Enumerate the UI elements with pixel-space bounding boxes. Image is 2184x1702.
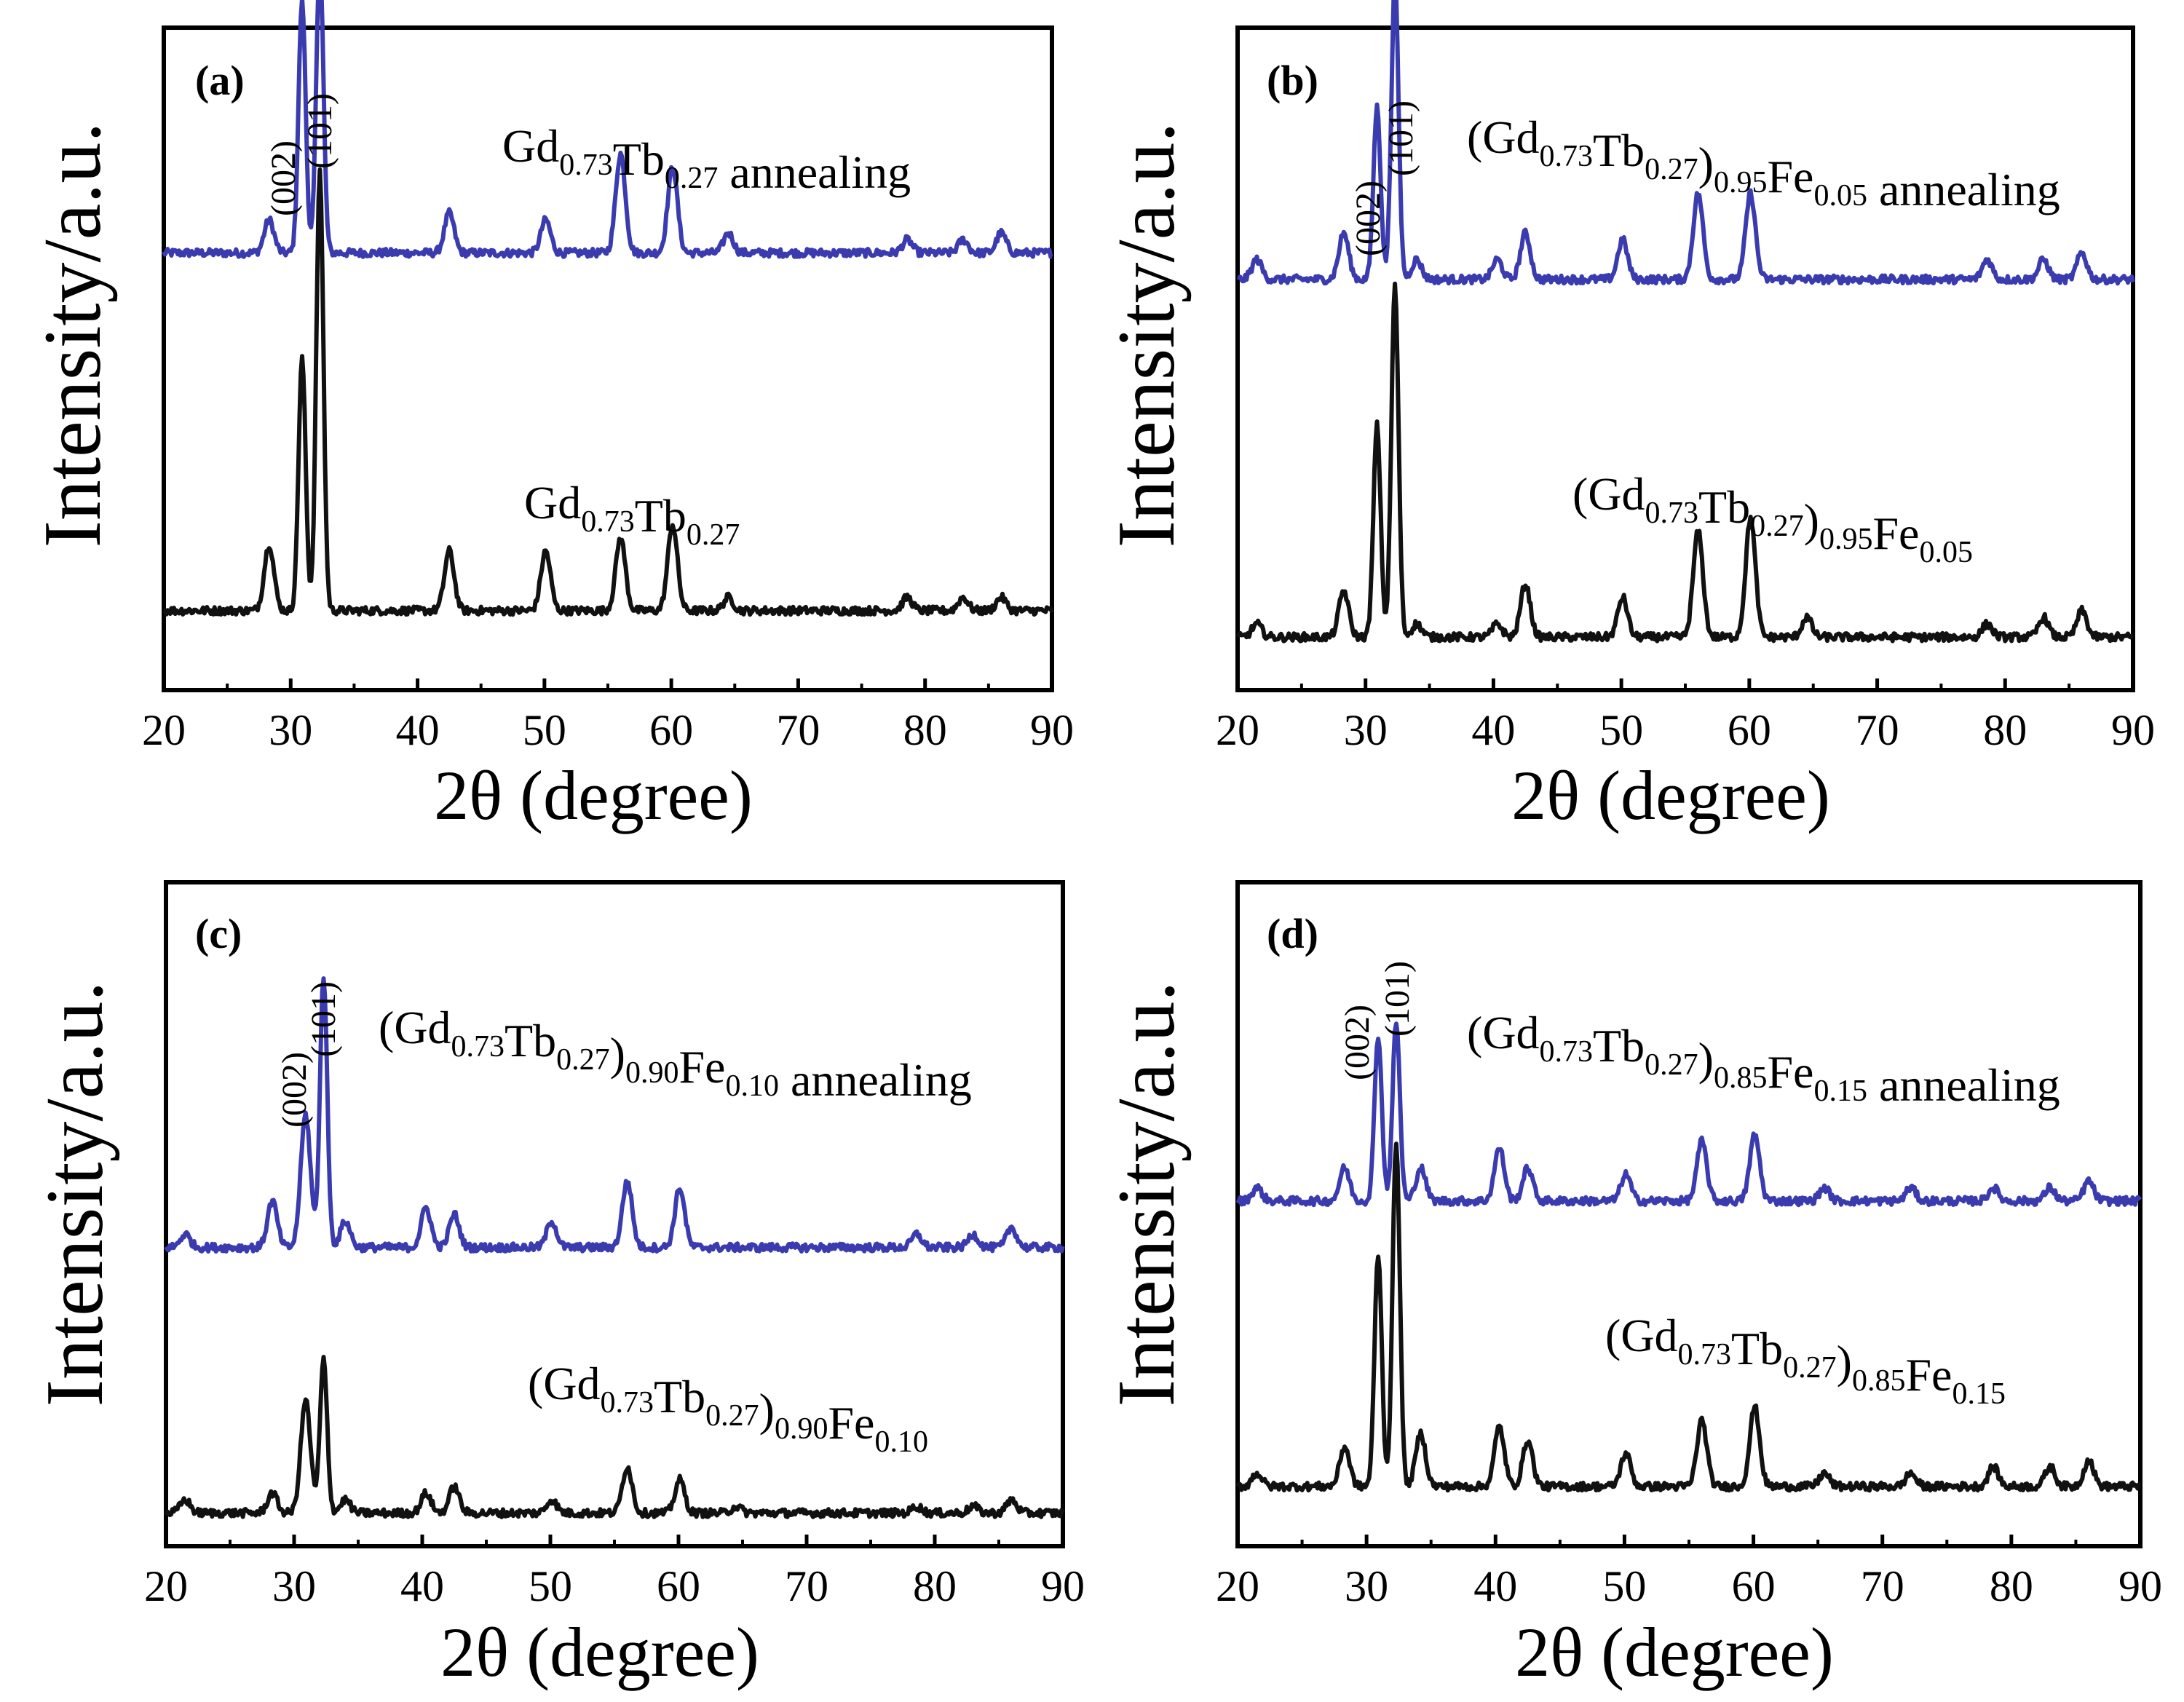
panel-b: 20 30 40 50 60 70 80 90 Intensity/a.u. 2θ (degree… <box>1101 0 2155 834</box>
x-tick-label: 60 <box>657 1562 700 1610</box>
x-tick-label: 30 <box>272 1562 316 1610</box>
x-axis-label: 2θ (degree) <box>1515 1613 1834 1691</box>
series-label-annealing: (Gd0.73Tb0.27)0.90Fe0.10 annealing <box>379 1002 972 1106</box>
x-tick-label: 60 <box>1732 1562 1776 1610</box>
x-tick-label: 80 <box>903 706 947 754</box>
series-label-annealing: (Gd0.73Tb0.27)0.85Fe0.15 annealing <box>1467 1007 2060 1111</box>
peak-label: (002) <box>1349 181 1388 256</box>
x-tick-label: 80 <box>913 1562 957 1610</box>
x-tick-label: 20 <box>1216 1562 1259 1610</box>
panel-tag: (a) <box>195 57 245 104</box>
series-line-as-cast <box>162 167 1054 617</box>
panel-a: 20 30 40 50 60 70 80 90 Intensity/a.u. 2θ (degree… <box>28 0 1074 834</box>
series-line-annealing <box>162 0 1053 259</box>
peak-label: (101) <box>1378 961 1417 1037</box>
x-tick-label: 20 <box>1216 706 1259 754</box>
panel-tag: (b) <box>1267 57 1318 104</box>
x-axis-label: 2θ (degree) <box>440 1613 759 1691</box>
x-tick-label: 70 <box>785 1562 828 1610</box>
peak-label: (002) <box>264 140 303 216</box>
x-axis-label: 2θ (degree) <box>434 756 753 834</box>
x-tick-label: 30 <box>269 706 312 754</box>
x-tick-label: 50 <box>529 1562 572 1610</box>
series-label-as-cast: (Gd0.73Tb0.27)0.90Fe0.10 <box>528 1358 928 1459</box>
series-line-as-cast <box>1235 281 2134 644</box>
peak-label: (101) <box>304 981 343 1057</box>
x-tick-label: 50 <box>1602 1562 1646 1610</box>
panel-tag: (c) <box>195 910 242 957</box>
panel-tag: (d) <box>1267 910 1318 957</box>
series-label-annealing: (Gd0.73Tb0.27)0.95Fe0.05 annealing <box>1467 111 2060 215</box>
x-tick-label: 40 <box>396 706 440 754</box>
x-tick-label: 90 <box>2118 1562 2162 1610</box>
series-label-as-cast: (Gd0.73Tb0.27)0.85Fe0.15 <box>1605 1310 2006 1411</box>
x-tick-label: 40 <box>1471 706 1515 754</box>
x-tick-label: 80 <box>1990 1562 2033 1610</box>
y-axis-label: Intensity/a.u. <box>30 981 120 1407</box>
y-axis-label: Intensity/a.u. <box>28 122 118 548</box>
series-label-as-cast: (Gd0.73Tb0.27)0.95Fe0.05 <box>1572 468 1973 569</box>
x-axis-label: 2θ (degree) <box>1511 756 1830 834</box>
x-tick-label: 70 <box>1861 1562 1904 1610</box>
series-label-annealing: Gd0.73Tb0.27 annealing <box>502 120 911 198</box>
x-tick-label: 30 <box>1345 1562 1388 1610</box>
y-axis-label: Intensity/a.u. <box>1101 122 1192 548</box>
series-line-as-cast <box>1235 1141 2142 1493</box>
x-tick-label: 40 <box>1473 1562 1517 1610</box>
peak-label: (101) <box>1382 100 1420 176</box>
x-tick-label: 50 <box>523 706 566 754</box>
series-line-annealing <box>164 976 1065 1254</box>
series-line-as-cast <box>164 1355 1065 1519</box>
panel-d: 20 30 40 50 60 70 80 90 Intensity/a.u. 2θ (degree… <box>1101 880 2162 1691</box>
x-tick-label: 70 <box>776 706 820 754</box>
x-tick-label: 60 <box>1728 706 1771 754</box>
x-tick-label: 90 <box>1041 1562 1085 1610</box>
x-tick-label: 90 <box>2111 706 2155 754</box>
x-tick-label: 60 <box>649 706 693 754</box>
series-line-annealing <box>1236 0 2135 286</box>
peak-label: (002) <box>275 1052 314 1128</box>
x-tick-label: 20 <box>142 706 186 754</box>
x-tick-label: 20 <box>144 1562 188 1610</box>
x-tick-label: 70 <box>1856 706 1899 754</box>
peak-label: (002) <box>1338 1005 1377 1080</box>
series-label-as-cast: Gd0.73Tb0.27 <box>524 477 740 552</box>
panel-c: 20 30 40 50 60 70 80 90 Intensity/a.u. 2θ (degree… <box>30 880 1085 1691</box>
x-tick-label: 40 <box>400 1562 444 1610</box>
x-tick-label: 80 <box>1983 706 2027 754</box>
x-tick-label: 30 <box>1344 706 1388 754</box>
x-tick-label: 50 <box>1599 706 1643 754</box>
y-axis-label: Intensity/a.u. <box>1101 981 1192 1407</box>
peak-label: (101) <box>301 93 339 169</box>
series-line-annealing <box>1235 1021 2143 1208</box>
x-tick-label: 90 <box>1030 706 1074 754</box>
